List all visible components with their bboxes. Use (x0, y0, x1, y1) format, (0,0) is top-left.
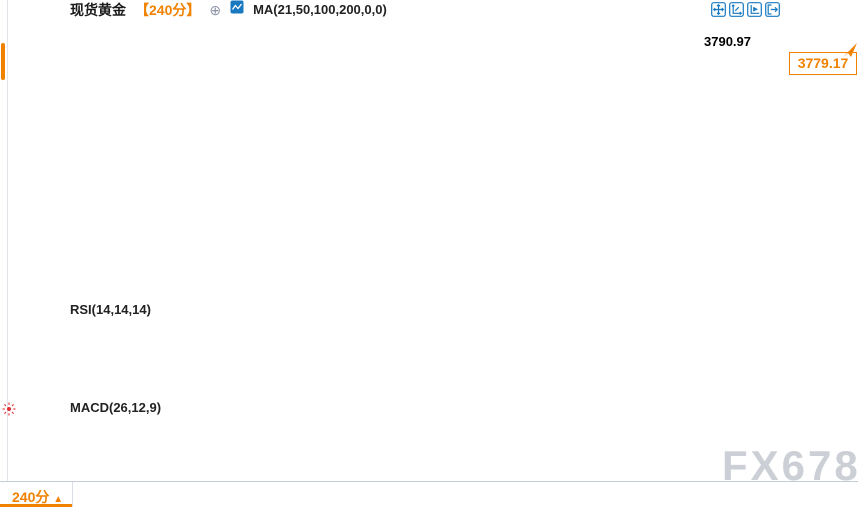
chevron-up-icon: ▲ (53, 494, 64, 505)
time-axis-bar: 240分 ▲ (0, 481, 858, 507)
left-scrollbar-thumb[interactable] (1, 43, 5, 80)
add-indicator-icon[interactable]: ⊕ (209, 1, 222, 18)
axis-play-icon[interactable] (747, 2, 762, 17)
rsi-header: RSI(14,14,14) (70, 302, 163, 317)
macd-header: MACD(26,12,9) (70, 400, 173, 415)
rsi-title: RSI(14,14,14) (70, 302, 151, 317)
exit-right-icon[interactable] (765, 2, 780, 17)
toolbar (711, 2, 780, 17)
active-tab-underline (0, 504, 72, 507)
timeframe-tab[interactable]: 240分 ▲ (12, 487, 63, 507)
bottom-bar-divider (72, 482, 73, 507)
chart-header: 现货黄金 【240分】 ⊕ MA(21,50,100,200,0,0) (70, 0, 396, 19)
timeframe-tab-label: 240分 (12, 489, 50, 505)
macd-title: MACD(26,12,9) (70, 400, 162, 415)
symbol-name[interactable]: 现货黄金 (70, 1, 126, 18)
pan-move-icon[interactable] (711, 2, 726, 17)
high-price-label: 3790.97 (704, 34, 751, 49)
ma-settings-label: MA(21,50,100,200,0,0) (253, 2, 387, 17)
axis-zoom-icon[interactable] (729, 2, 744, 17)
scroll-to-latest-icon[interactable] (842, 42, 858, 63)
timeframe-label[interactable]: 【240分】 (135, 1, 201, 18)
left-divider (7, 0, 8, 507)
candlestick-chart-icon[interactable] (230, 0, 244, 19)
last-price-tag: 3779.17 (789, 52, 857, 75)
hot-indicator-icon[interactable] (2, 402, 16, 421)
